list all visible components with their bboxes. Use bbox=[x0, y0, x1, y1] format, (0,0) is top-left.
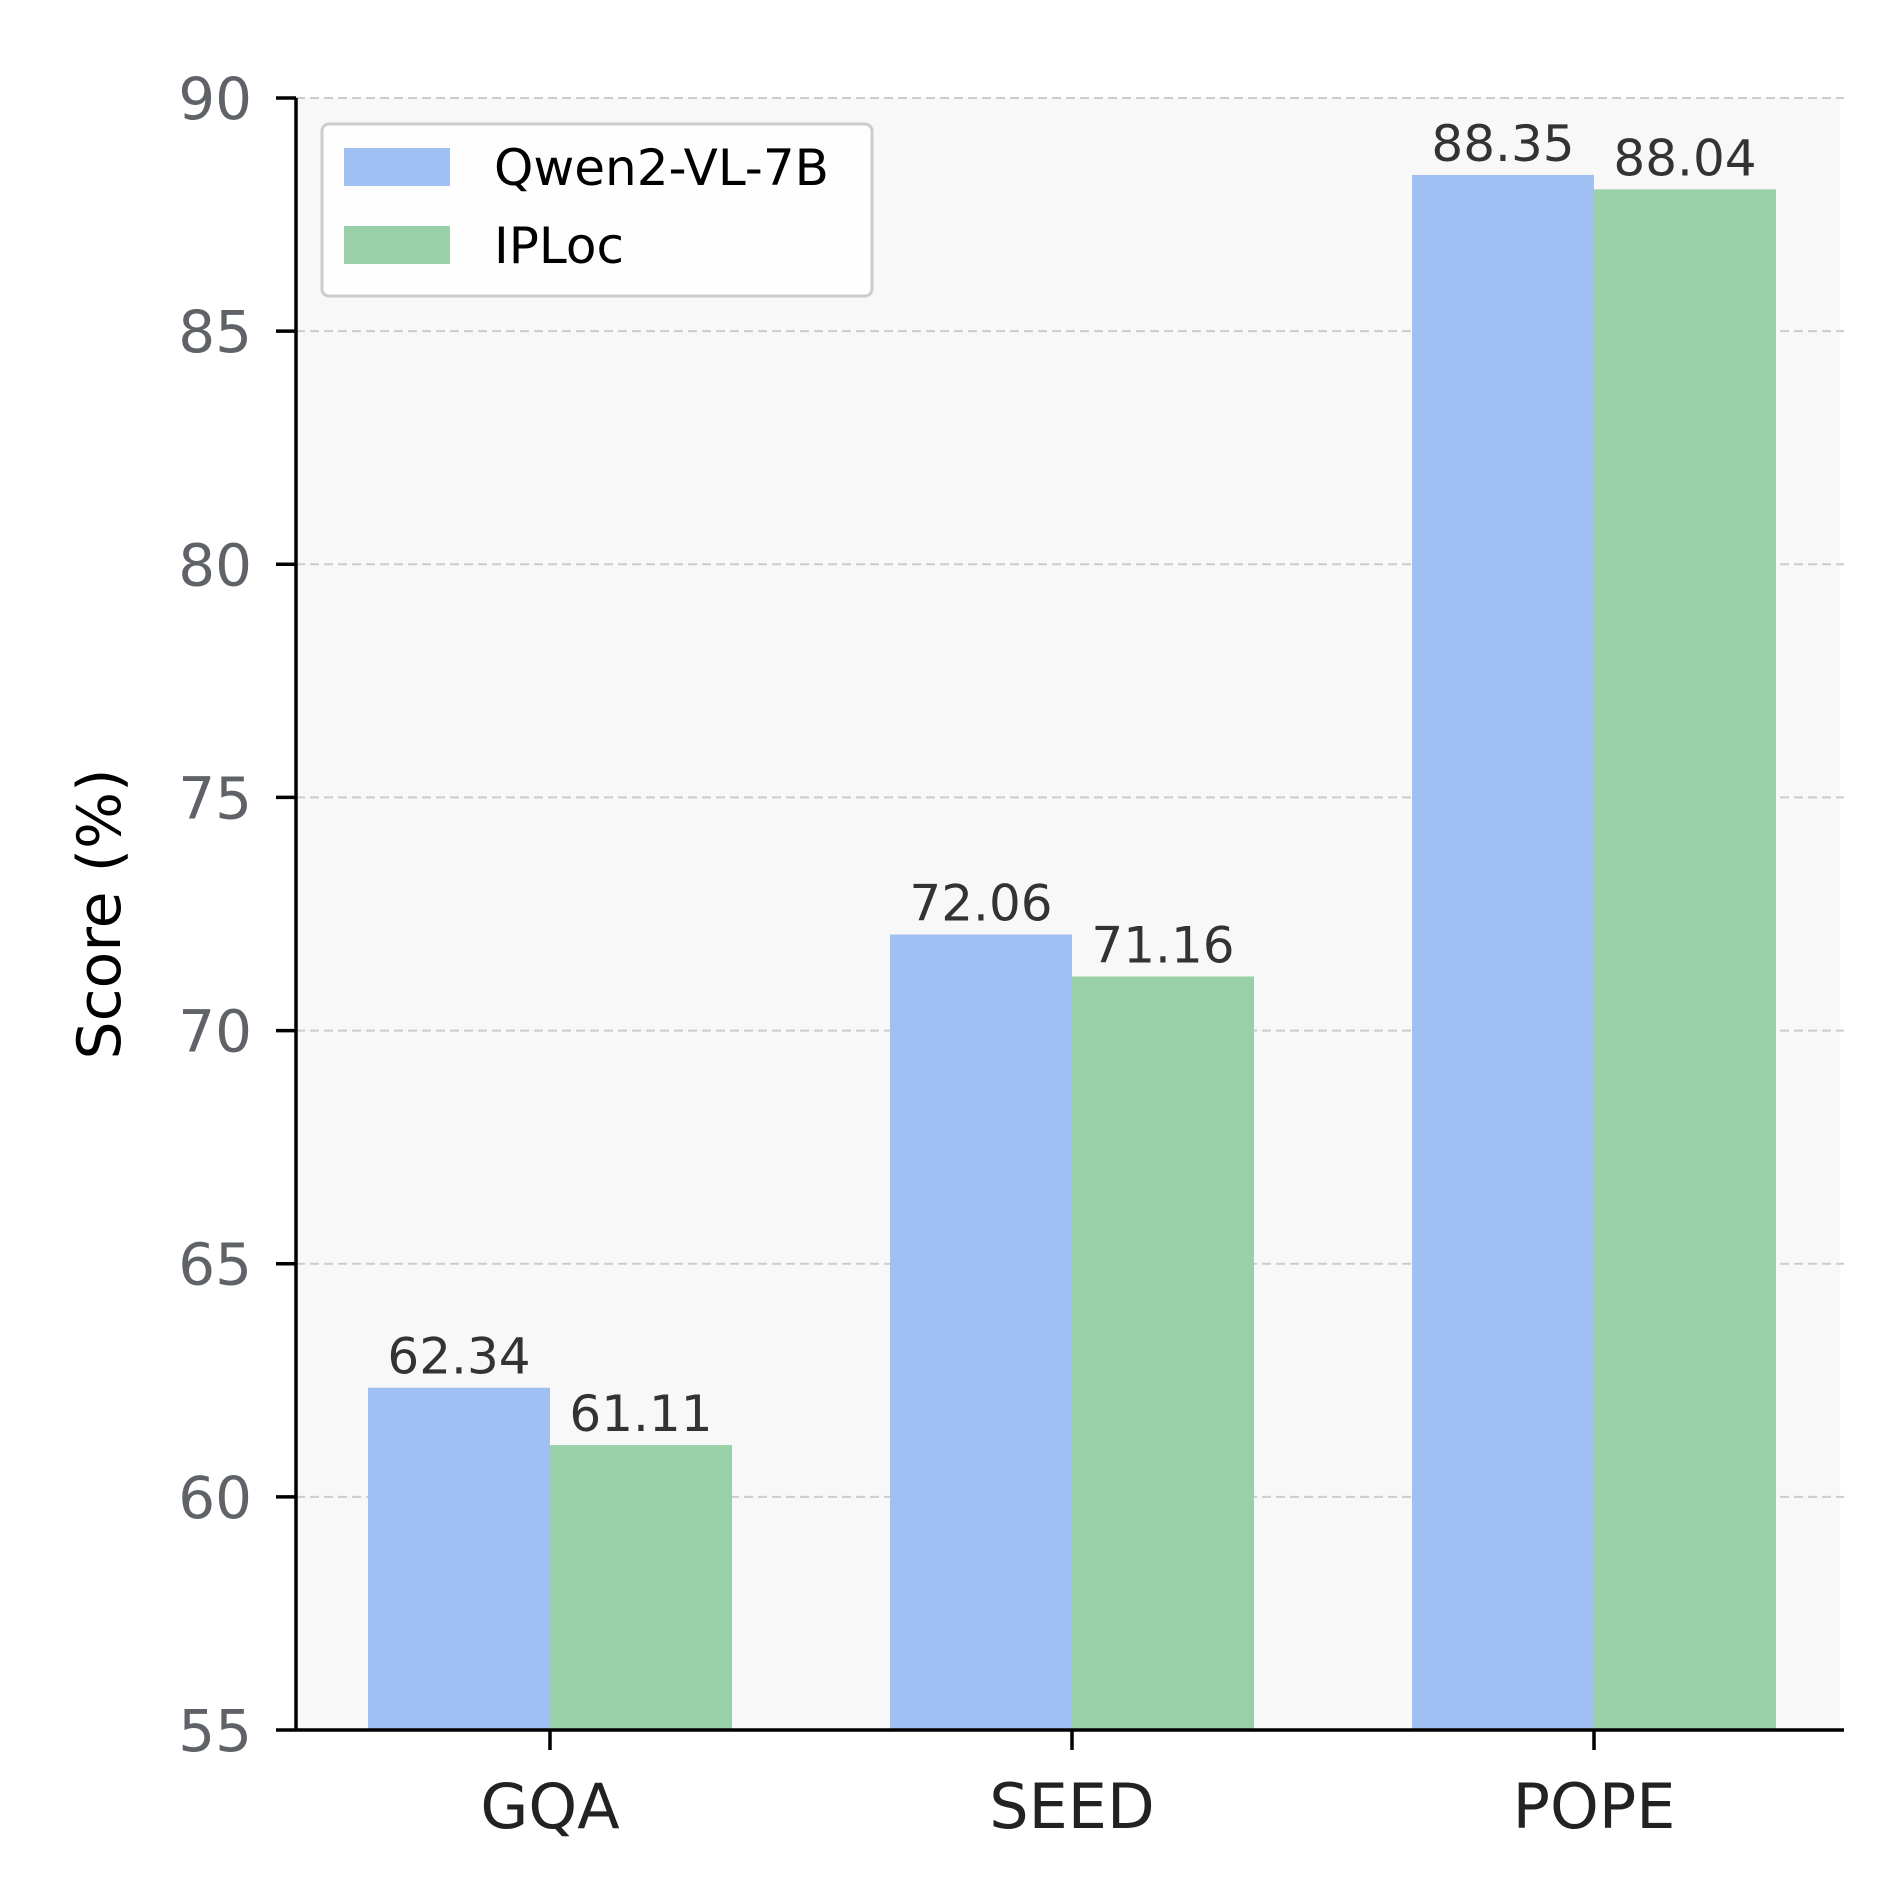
y-tick-label: 65 bbox=[178, 1231, 252, 1299]
bars bbox=[368, 174, 1776, 1731]
y-tick-label: 70 bbox=[178, 998, 252, 1066]
value-labels: 62.34 61.11 72.06 71.16 88.35 88.04 bbox=[387, 115, 1756, 1443]
y-axis-title: Score (%) bbox=[65, 769, 135, 1060]
bar-iploc-gqa bbox=[550, 1445, 732, 1730]
axes bbox=[294, 98, 1844, 1732]
bar-value-label: 88.35 bbox=[1431, 115, 1574, 173]
y-tick-label: 75 bbox=[178, 764, 252, 832]
y-ticks: 55 60 65 70 75 80 85 90 bbox=[178, 65, 296, 1765]
bar-qwen2-vl-7b-gqa bbox=[368, 1387, 550, 1730]
y-tick-label: 55 bbox=[178, 1697, 252, 1765]
bar-value-label: 88.04 bbox=[1613, 129, 1756, 187]
bar-value-label: 71.16 bbox=[1091, 916, 1234, 974]
bar-value-label: 62.34 bbox=[387, 1328, 530, 1386]
legend-swatch-qwen2-vl-7b bbox=[344, 148, 450, 186]
y-tick-label: 85 bbox=[178, 298, 252, 366]
bar-iploc-pope bbox=[1594, 189, 1776, 1731]
x-tick-label: SEED bbox=[989, 1770, 1154, 1843]
y-tick-label: 60 bbox=[178, 1464, 252, 1532]
legend-frame bbox=[320, 122, 874, 298]
x-ticks: GQA SEED POPE bbox=[480, 1730, 1675, 1843]
y-tick-label: 90 bbox=[178, 65, 252, 133]
x-tick-label: POPE bbox=[1513, 1770, 1676, 1843]
legend-label-iploc: IPLoc bbox=[494, 217, 624, 275]
bar-value-label: 61.11 bbox=[569, 1385, 712, 1443]
legend-label-qwen2-vl-7b: Qwen2-VL-7B bbox=[494, 139, 829, 197]
x-tick-label: GQA bbox=[480, 1770, 619, 1843]
legend-swatch-iploc bbox=[344, 226, 450, 264]
y-tick-label: 80 bbox=[178, 531, 252, 599]
bar-qwen2-vl-7b-pope bbox=[1412, 174, 1594, 1731]
bar-iploc-seed bbox=[1072, 976, 1254, 1730]
bar-qwen2-vl-7b-seed bbox=[890, 934, 1072, 1730]
bar-value-label: 72.06 bbox=[909, 875, 1052, 933]
legend: Qwen2-VL-7B IPLoc bbox=[320, 122, 874, 298]
